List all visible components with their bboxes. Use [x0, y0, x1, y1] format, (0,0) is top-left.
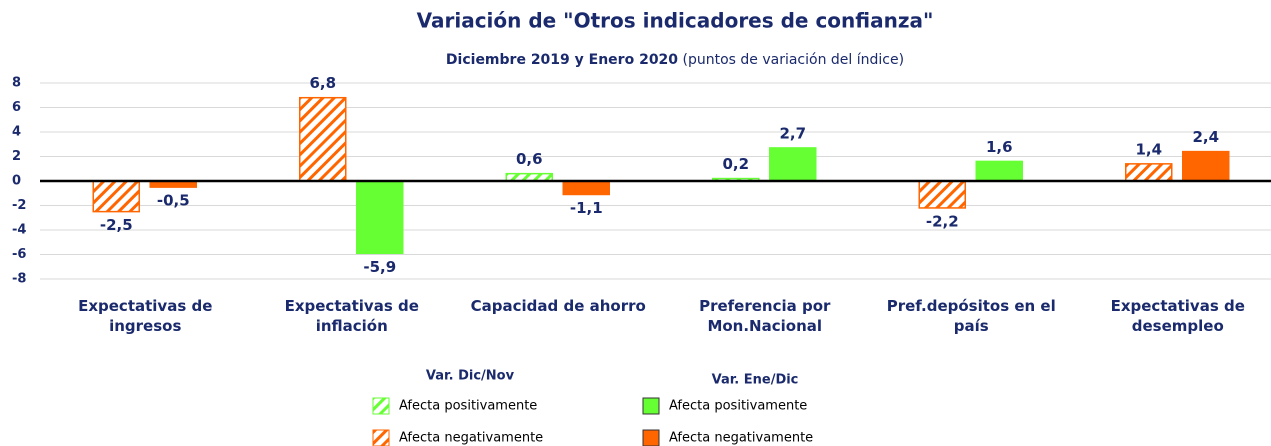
- legend-swatch: [642, 397, 660, 415]
- bar: [975, 160, 1023, 182]
- value-label: -0,5: [157, 192, 190, 210]
- chart-title: Variación de "Otros indicadores de confi…: [417, 9, 934, 33]
- value-label: 2,7: [779, 124, 806, 142]
- legend-label: Afecta positivamente: [669, 399, 807, 414]
- legend-title: Var. Ene/Dic: [712, 373, 799, 388]
- x-tick-label: Expectativas de ingresos: [78, 297, 213, 335]
- bar: [1182, 150, 1230, 182]
- value-label: 2,4: [1192, 128, 1219, 146]
- y-tick-label: 2: [12, 149, 21, 164]
- value-label: -1,1: [570, 199, 603, 217]
- y-tick-label: -4: [12, 223, 26, 238]
- legend-swatch: [372, 397, 390, 415]
- legend-swatch: [642, 429, 660, 446]
- bar: [769, 147, 817, 182]
- y-tick-label: 6: [12, 100, 21, 115]
- value-label: 0,2: [722, 155, 749, 173]
- y-tick-label: -2: [12, 198, 26, 213]
- chart-subtitle: Diciembre 2019 y Enero 2020 (puntos de v…: [446, 52, 904, 68]
- x-tick-label: Expectativas de inflación: [284, 297, 419, 335]
- y-tick-label: 8: [12, 76, 21, 91]
- value-label: -2,2: [926, 212, 959, 230]
- bar: [356, 180, 404, 255]
- y-tick-label: -6: [12, 247, 26, 262]
- x-tick-label: Pref.depósitos en el país: [886, 297, 1056, 335]
- value-label: 6,8: [309, 74, 336, 92]
- subtitle: Diciembre 2019 y Enero 2020: [446, 52, 678, 68]
- legend-label: Afecta negativamente: [399, 431, 543, 446]
- value-label: -5,9: [363, 258, 396, 276]
- bar: [92, 180, 140, 213]
- y-tick-label: 0: [12, 174, 21, 189]
- y-tick-label: 4: [12, 125, 21, 140]
- y-tick-label: -8: [12, 272, 26, 287]
- value-label: -2,5: [100, 216, 133, 234]
- legend-swatch: [372, 429, 390, 446]
- legend-label: Afecta positivamente: [399, 399, 537, 414]
- x-tick-label: Capacidad de ahorro: [470, 297, 646, 315]
- value-label: 1,6: [986, 138, 1013, 156]
- x-tick-label: Preferencia por Mon.Nacional: [699, 297, 831, 335]
- bar: [1125, 163, 1173, 182]
- bar: [562, 180, 610, 196]
- bar: [918, 180, 966, 209]
- subtitle-note: (puntos de variación del índice): [683, 52, 905, 68]
- x-tick-label: Expectativas de desempleo: [1110, 297, 1245, 335]
- legend-title: Var. Dic/Nov: [426, 369, 515, 384]
- value-label: 1,4: [1135, 140, 1162, 158]
- bar: [299, 96, 347, 182]
- legend-label: Afecta negativamente: [669, 431, 813, 446]
- value-label: 0,6: [516, 150, 543, 168]
